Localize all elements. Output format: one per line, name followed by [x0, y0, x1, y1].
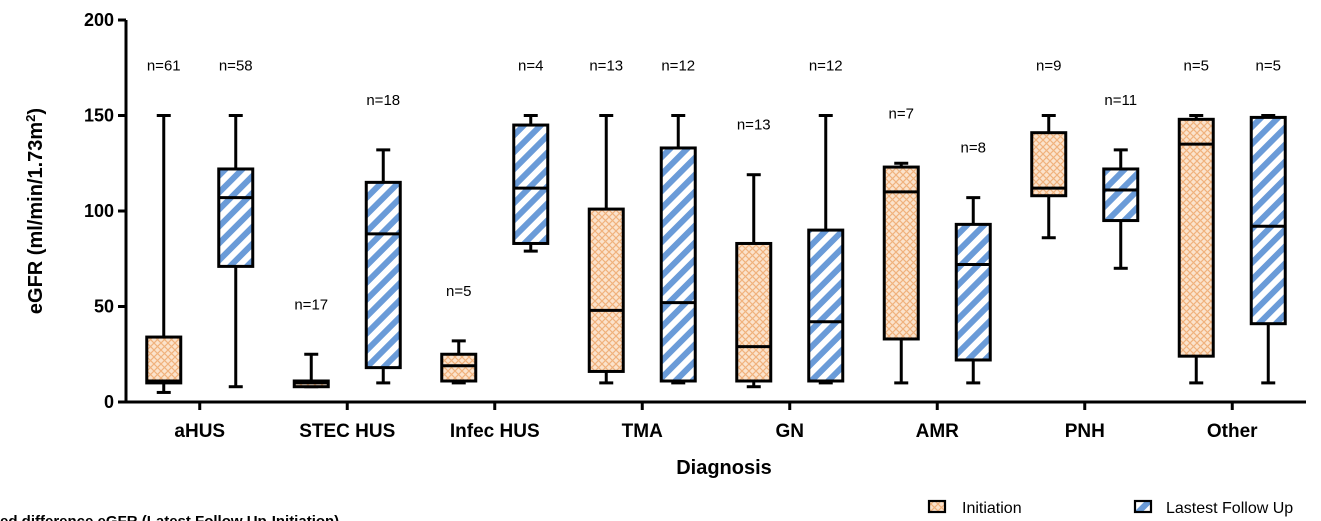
box-follow-up: n=18 [364, 92, 402, 385]
box-initiation: n=5 [440, 283, 478, 385]
box-follow-up: n=11 [1102, 92, 1140, 270]
box-plots: n=61 n=17 n=5 n=13 n=13 n=7 n=9 n=5 n=58 n=18 n=4 n… [145, 58, 1287, 394]
n-count-label: n=8 [961, 140, 986, 157]
x-tick-label: STEC HUS [299, 421, 395, 442]
n-count-label: n=12 [809, 58, 843, 75]
iqr-box [954, 222, 992, 362]
x-tick-label: aHUS [174, 421, 225, 442]
box-initiation: n=7 [882, 105, 920, 385]
iqr-box [807, 228, 845, 383]
iqr-box [1177, 117, 1215, 358]
iqr-box [1102, 167, 1140, 223]
n-count-label: n=12 [661, 58, 695, 75]
iqr-box [364, 180, 402, 370]
n-count-label: n=13 [737, 117, 771, 134]
n-count-label: n=18 [366, 92, 400, 109]
n-count-label: n=9 [1036, 58, 1061, 75]
iqr-box [587, 207, 625, 373]
n-count-label: n=17 [294, 296, 328, 313]
legend-initiation-label: Initiation [962, 500, 1022, 517]
iqr-box [440, 352, 478, 383]
iqr-box [217, 167, 255, 268]
y-tick-label: 100 [84, 201, 114, 221]
iqr-box [659, 146, 697, 383]
n-count-label: n=4 [518, 58, 543, 75]
x-tick-label: AMR [916, 421, 960, 442]
y-tick-label: 200 [84, 10, 114, 30]
n-count-label: n=61 [147, 58, 181, 75]
y-axis: 0 50 100 150 200 [84, 10, 128, 412]
box-initiation: n=13 [587, 58, 625, 385]
x-tick-label: PNH [1065, 421, 1105, 442]
iqr-box [882, 165, 920, 341]
legend-follow-up-swatch [1133, 499, 1153, 514]
legend: Initiation Lastest Follow Up [927, 499, 1293, 517]
x-tick-label: Infec HUS [450, 421, 540, 442]
box-follow-up: n=4 [512, 58, 550, 253]
y-tick-label: 0 [104, 392, 114, 412]
box-initiation: n=61 [145, 58, 183, 394]
n-count-label: n=58 [219, 58, 253, 75]
x-tick-label: GN [776, 421, 805, 442]
iqr-box [512, 123, 550, 245]
iqr-box [735, 241, 773, 383]
x-axis-title: Diagnosis [676, 457, 772, 479]
box-initiation: n=17 [292, 296, 330, 389]
n-count-label: n=7 [889, 105, 914, 122]
iqr-box [1249, 115, 1287, 326]
box-follow-up: n=58 [217, 58, 255, 389]
y-axis-title: eGFR (ml/min/1.73m2) [23, 108, 48, 314]
box-follow-up: n=12 [807, 58, 845, 385]
y-tick-label: 50 [94, 297, 114, 317]
iqr-box [145, 335, 183, 385]
n-count-label: n=13 [589, 58, 623, 75]
n-count-label: n=5 [1184, 58, 1209, 75]
x-tick-label: TMA [622, 421, 663, 442]
y-tick-label: 150 [84, 106, 114, 126]
box-initiation: n=9 [1030, 58, 1068, 240]
box-follow-up: n=12 [659, 58, 697, 385]
caption-text: ed difference eGFR (Latest Follow Up-Ini… [0, 513, 339, 521]
box-follow-up: n=5 [1249, 58, 1287, 385]
n-count-label: n=5 [446, 283, 471, 300]
x-tick-label: Other [1207, 421, 1258, 442]
n-count-label: n=5 [1256, 58, 1281, 75]
box-follow-up: n=8 [954, 140, 992, 385]
legend-initiation-swatch [927, 499, 947, 514]
box-initiation: n=13 [735, 117, 773, 389]
legend-follow-up-label: Lastest Follow Up [1166, 500, 1293, 517]
box-initiation: n=5 [1177, 58, 1215, 385]
x-axis: aHUS STEC HUS Infec HUS TMA GN AMR PNH Other [126, 400, 1306, 442]
n-count-label: n=11 [1104, 92, 1137, 109]
iqr-box [1030, 131, 1068, 198]
